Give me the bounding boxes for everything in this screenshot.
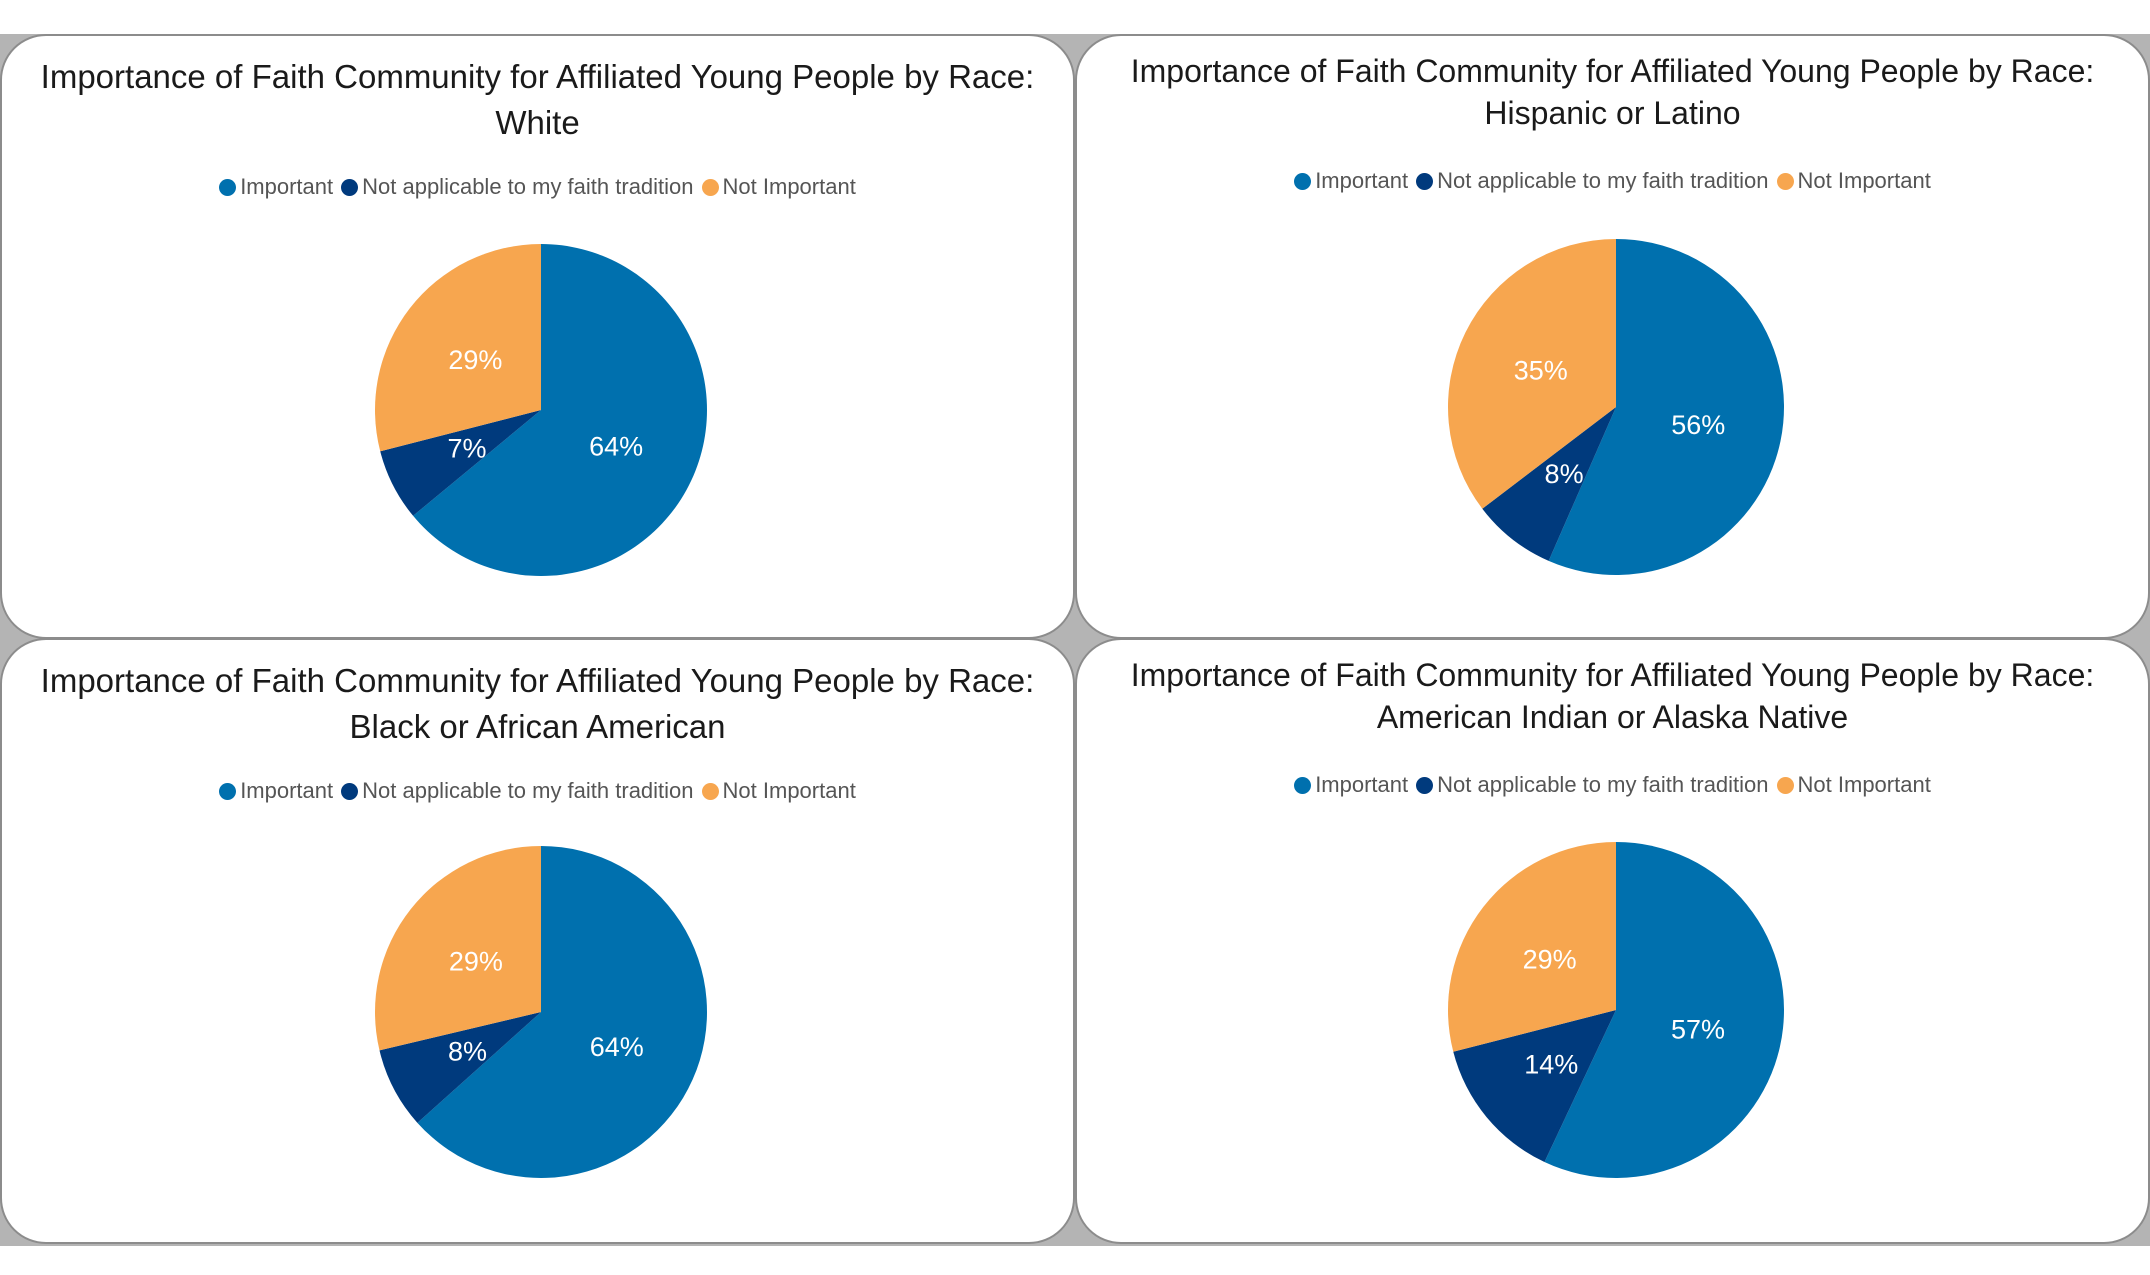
data-label-not-important: 29% xyxy=(1523,945,1577,975)
legend-dot-not-important-icon xyxy=(701,178,719,196)
data-label-important: 64% xyxy=(589,431,643,461)
chart-title-line1: Importance of Faith Community for Affili… xyxy=(40,662,1035,699)
legend-item-important: Important xyxy=(1294,168,1408,194)
legend-label: Not Important xyxy=(722,174,856,199)
legend-label: Not applicable to my faith tradition xyxy=(1437,772,1769,797)
legend-dot-important-icon xyxy=(1294,776,1312,794)
data-label-not-important: 29% xyxy=(449,947,503,977)
slice-not-applicable xyxy=(1482,407,1616,561)
slice-not-applicable xyxy=(1453,1010,1616,1163)
chart-panel-white: Importance of Faith Community for Affili… xyxy=(0,34,1075,639)
legend-item-not-important: Not Important xyxy=(701,778,856,804)
legend-dot-important-icon xyxy=(1294,172,1312,190)
data-label-not-applicable: 14% xyxy=(1524,1050,1578,1080)
legend-item-not-important: Not Important xyxy=(1776,168,1931,194)
slice-not-important xyxy=(1448,842,1616,1052)
legend-label: Not applicable to my faith tradition xyxy=(1437,168,1769,193)
legend-item-not-important: Not Important xyxy=(701,174,856,200)
chart-title-line2: White xyxy=(495,104,580,141)
legend-dot-important-icon xyxy=(219,782,237,800)
legend-label: Important xyxy=(240,778,334,803)
legend-dot-not-applicable-icon xyxy=(1416,172,1434,190)
chart-title-line1: Importance of Faith Community for Affili… xyxy=(1130,53,2095,89)
legend-label: Not applicable to my faith tradition xyxy=(362,174,694,199)
legend: Important Not applicable to my faith tra… xyxy=(2,174,1073,200)
data-label-not-applicable: 8% xyxy=(448,1036,487,1066)
legend-label: Not Important xyxy=(722,778,856,803)
slice-important xyxy=(1544,842,1784,1178)
chart-title: Importance of Faith Community for Affili… xyxy=(2,658,1073,750)
slice-not-applicable xyxy=(380,410,541,516)
chart-title-line2: Black or African American xyxy=(349,708,726,745)
legend: Important Not applicable to my faith tra… xyxy=(1077,772,2148,798)
slice-important xyxy=(417,846,707,1178)
legend-label: Not applicable to my faith tradition xyxy=(362,778,694,803)
chart-panel-black: Importance of Faith Community for Affili… xyxy=(0,638,1075,1244)
legend-dot-not-applicable-icon xyxy=(341,178,359,196)
slice-not-important xyxy=(375,846,541,1051)
chart-title: Importance of Faith Community for Affili… xyxy=(1077,654,2148,738)
legend-item-important: Important xyxy=(219,174,333,200)
legend-label: Important xyxy=(1315,168,1409,193)
legend-item-important: Important xyxy=(219,778,333,804)
slice-important xyxy=(413,244,707,576)
legend-dot-not-important-icon xyxy=(701,782,719,800)
chart-panel-hispanic: Importance of Faith Community for Affili… xyxy=(1075,34,2150,639)
legend-dot-not-important-icon xyxy=(1776,172,1794,190)
legend-item-not-applicable: Not applicable to my faith tradition xyxy=(341,174,694,200)
legend-dot-not-important-icon xyxy=(1776,776,1794,794)
data-label-not-applicable: 7% xyxy=(448,434,487,464)
pie-chart: 64% 8% 29% xyxy=(375,846,707,1178)
legend-item-important: Important xyxy=(1294,772,1408,798)
slice-not-applicable xyxy=(379,1012,541,1123)
legend-item-not-applicable: Not applicable to my faith tradition xyxy=(1416,168,1769,194)
legend-dot-important-icon xyxy=(219,178,237,196)
legend-dot-not-applicable-icon xyxy=(1416,776,1434,794)
data-label-important: 56% xyxy=(1671,410,1725,440)
chart-title-line1: Importance of Faith Community for Affili… xyxy=(40,58,1035,95)
pie-chart: 64% 7% 29% xyxy=(375,243,707,576)
legend: Important Not applicable to my faith tra… xyxy=(1077,168,2148,194)
legend: Important Not applicable to my faith tra… xyxy=(2,778,1073,804)
legend-item-not-applicable: Not applicable to my faith tradition xyxy=(341,778,694,804)
chart-title: Importance of Faith Community for Affili… xyxy=(1077,50,2148,134)
legend-label: Not Important xyxy=(1797,772,1931,797)
legend-label: Important xyxy=(1315,772,1409,797)
legend-item-not-important: Not Important xyxy=(1776,772,1931,798)
chart-panel-american-indian: Importance of Faith Community for Affili… xyxy=(1075,638,2150,1244)
data-label-important: 57% xyxy=(1671,1014,1725,1044)
pie-chart: 56% 8% 35% xyxy=(1448,239,1784,575)
legend-label: Important xyxy=(240,174,334,199)
legend-item-not-applicable: Not applicable to my faith tradition xyxy=(1416,772,1769,798)
slice-important xyxy=(1548,239,1784,575)
data-label-not-applicable: 8% xyxy=(1545,459,1584,489)
legend-dot-not-applicable-icon xyxy=(341,782,359,800)
data-label-not-important: 35% xyxy=(1514,356,1568,386)
chart-title: Importance of Faith Community for Affili… xyxy=(2,54,1073,146)
chart-title-line2: Hispanic or Latino xyxy=(1484,95,1741,131)
slice-not-important xyxy=(1448,239,1616,509)
data-label-not-important: 29% xyxy=(448,345,502,375)
chart-title-line1: Importance of Faith Community for Affili… xyxy=(1130,657,2095,693)
data-label-important: 64% xyxy=(590,1032,644,1062)
legend-label: Not Important xyxy=(1797,168,1931,193)
pie-chart: 57% 14% 29% xyxy=(1448,842,1784,1178)
chart-title-line2: American Indian or Alaska Native xyxy=(1376,699,1849,735)
slice-not-important xyxy=(375,243,541,452)
